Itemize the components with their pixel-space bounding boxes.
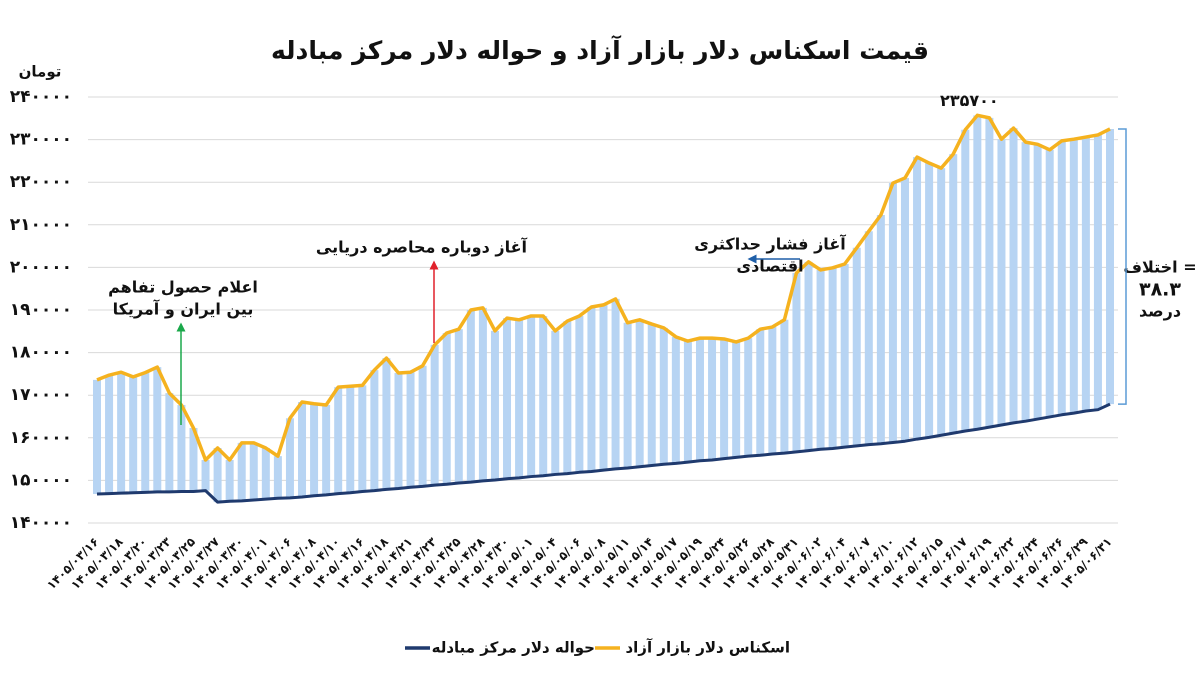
annotation: ۳۸.۳ xyxy=(1139,279,1181,301)
annotation: اعلام حصول تفاهم xyxy=(108,278,258,297)
series-line xyxy=(96,113,1111,462)
y-tick-label: ۲۴۰۰۰۰ xyxy=(10,87,72,107)
y-tick-label: ۲۰۰۰۰۰ xyxy=(10,257,72,277)
annotation: آغاز فشار حداکثری xyxy=(694,234,846,254)
y-tick-label: ۱۹۰۰۰۰ xyxy=(10,300,72,320)
y-axis-unit: تومان xyxy=(19,63,62,81)
annotation: آغاز دوباره محاصره دریایی xyxy=(316,237,528,257)
y-tick-label: ۱۴۰۰۰۰ xyxy=(10,513,72,533)
legend-label: حواله دلار مرکز مبادله xyxy=(432,639,595,657)
y-tick-label: ۱۷۰۰۰۰ xyxy=(10,385,72,405)
annotation: اختلاف = xyxy=(1123,258,1196,277)
difference-bracket xyxy=(1118,128,1127,405)
legend-label: اسکناس دلار بازار آزاد xyxy=(625,639,790,657)
annotation: بین ایران و آمریکا xyxy=(113,299,254,319)
data-label: ۲۳۵۷۰۰ xyxy=(940,91,999,110)
annotation: درصد xyxy=(1139,302,1181,321)
y-tick-label: ۱۵۰۰۰۰ xyxy=(10,470,72,490)
chart-title: قیمت اسکناس دلار بازار آزاد و حواله دلار… xyxy=(271,35,929,66)
y-tick-label: ۲۳۰۰۰۰ xyxy=(10,130,72,150)
y-tick-label: ۱۶۰۰۰۰ xyxy=(10,428,72,448)
y-tick-label: ۲۱۰۰۰۰ xyxy=(10,215,72,235)
series-line xyxy=(96,402,1111,504)
y-tick-label: ۱۸۰۰۰۰ xyxy=(10,343,72,363)
y-tick-label: ۲۲۰۰۰۰ xyxy=(10,172,72,192)
